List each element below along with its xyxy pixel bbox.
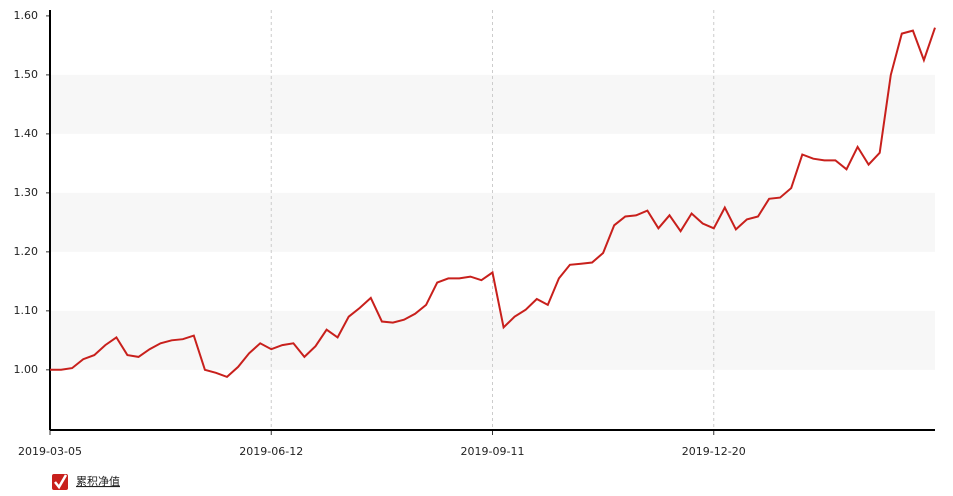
series-line xyxy=(50,27,936,379)
y-tick-label: 1.00 xyxy=(14,363,39,376)
legend-label[interactable]: 累积净值 xyxy=(76,474,120,488)
x-tick-label: 2019-06-12 xyxy=(239,445,303,458)
y-tick-label: 1.50 xyxy=(14,68,39,81)
x-tick-label: 2019-09-11 xyxy=(461,445,525,458)
y-tick-label: 1.40 xyxy=(14,127,39,140)
y-tick-label: 1.60 xyxy=(14,9,39,22)
y-tick-label: 1.20 xyxy=(14,245,39,258)
legend-check xyxy=(54,474,68,490)
y-tick-label: 1.10 xyxy=(14,304,39,317)
x-tick-label: 2019-12-20 xyxy=(682,445,746,458)
x-tick-label: 2019-03-05 xyxy=(18,445,82,458)
y-tick-label: 1.30 xyxy=(14,186,39,199)
